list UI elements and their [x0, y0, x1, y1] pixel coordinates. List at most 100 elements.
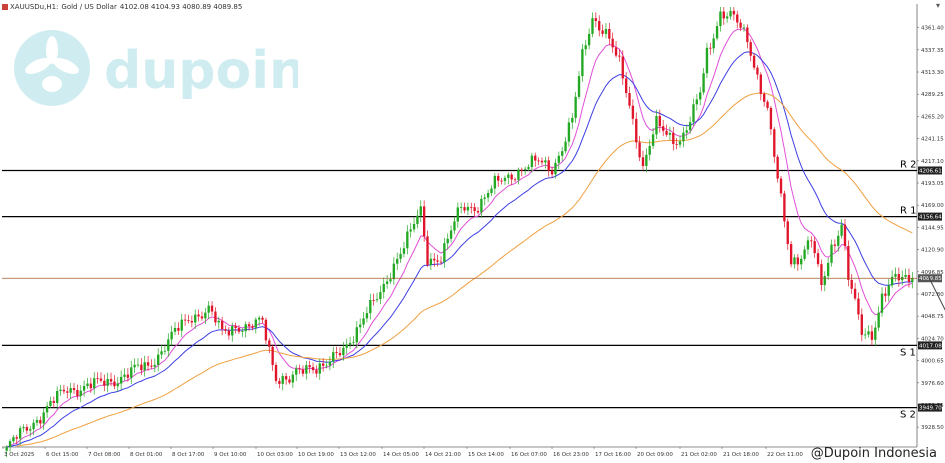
candle-body	[800, 258, 803, 265]
candle-body	[729, 10, 732, 17]
candle-body	[76, 390, 79, 397]
candle-body	[52, 400, 55, 403]
candle-body	[103, 380, 106, 386]
candle-body	[534, 155, 537, 161]
candle-body	[311, 367, 315, 371]
x-tick-label: 22 Oct 11:00	[767, 452, 803, 458]
candle-body	[177, 327, 180, 331]
candle-body	[668, 133, 672, 135]
candle-body	[362, 318, 365, 325]
candle-body	[258, 317, 261, 320]
candle-body	[864, 334, 867, 336]
candle-body	[480, 198, 483, 213]
candle-body	[352, 342, 355, 344]
candle-body	[476, 211, 480, 213]
candle-body	[288, 379, 291, 383]
candle-body	[473, 207, 476, 212]
candle-body	[143, 362, 146, 371]
candle-body	[291, 374, 295, 383]
candle-body	[79, 390, 82, 397]
candle-body	[406, 231, 409, 249]
candle-body	[369, 300, 372, 314]
candle-body	[119, 376, 123, 384]
candle-body	[823, 276, 826, 286]
x-tick-label: 16 Oct 07:00	[511, 452, 547, 458]
candle-body	[140, 364, 143, 371]
candle-body	[517, 169, 520, 180]
candle-body	[773, 129, 776, 157]
candle-body	[375, 299, 379, 301]
chart-menu-icon[interactable]: ▾	[935, 1, 940, 10]
level-price-tag-text: 4017.08	[919, 343, 942, 349]
y-tick-label: 4217.10	[921, 159, 944, 165]
x-tick-label: 9 Oct 10:00	[214, 452, 247, 458]
candle-body	[409, 229, 412, 232]
candle-body	[746, 27, 749, 43]
candle-body	[789, 244, 793, 265]
candle-body	[271, 346, 274, 365]
candle-body	[62, 389, 66, 392]
x-tick-label: 14 Oct 21:00	[425, 452, 461, 458]
x-tick-label: 8 Oct 01:00	[130, 452, 163, 458]
candle-body	[392, 263, 396, 280]
candle-body	[298, 368, 301, 370]
candle-body	[523, 168, 527, 170]
candle-body	[756, 67, 759, 75]
y-tick-label: 4144.95	[921, 225, 944, 231]
candle-body	[739, 22, 742, 28]
candle-body	[820, 264, 823, 286]
candle-body	[853, 288, 857, 299]
candle-body	[136, 364, 140, 366]
candle-body	[45, 405, 49, 413]
candle-body	[301, 369, 305, 374]
candle-body	[210, 305, 214, 312]
candle-body	[550, 170, 554, 175]
candle-body	[857, 298, 860, 315]
candle-body	[692, 104, 695, 123]
candle-body	[35, 420, 39, 423]
current-price-tag-text: 4089.85	[919, 276, 942, 282]
candle-body	[695, 99, 699, 105]
candle-body	[416, 215, 419, 224]
chart-header: XAUUSDu,H1: Gold / US Dollar 4102.08 410…	[2, 1, 245, 13]
candle-body	[561, 151, 564, 156]
candle-body	[106, 378, 109, 386]
candle-body	[493, 175, 497, 189]
candle-body	[665, 130, 668, 135]
candle-body	[460, 207, 463, 208]
candle-body	[466, 206, 470, 211]
candle-body	[295, 368, 298, 375]
candle-body	[99, 378, 103, 381]
candle-body	[173, 327, 177, 332]
candle-body	[194, 314, 197, 323]
candle-body	[207, 305, 210, 313]
ohlc-values: 4102.08 4104.93 4080.89 4089.85	[119, 3, 243, 11]
candle-body	[486, 193, 490, 198]
candle-body	[662, 126, 665, 131]
candle-body	[699, 92, 702, 100]
candle-body	[655, 116, 658, 135]
y-tick-label: 4024.70	[921, 336, 944, 342]
y-tick-label: 3976.60	[921, 381, 944, 387]
candle-body	[884, 293, 887, 296]
y-tick-label: 4096.85	[921, 270, 944, 276]
candle-body	[688, 122, 692, 131]
candle-body	[769, 107, 773, 130]
candle-body	[32, 422, 35, 430]
candle-body	[167, 339, 170, 351]
candle-body	[678, 141, 682, 145]
candle-body	[429, 258, 433, 265]
x-tick-label: 13 Oct 12:00	[340, 452, 376, 458]
candle-body	[786, 221, 789, 245]
candle-body	[163, 350, 167, 352]
candle-body	[507, 174, 510, 178]
candle-body	[742, 27, 746, 29]
y-tick-label: 4265.20	[921, 114, 944, 120]
candle-body	[190, 321, 194, 323]
candle-body	[180, 319, 183, 331]
candle-body	[29, 429, 32, 431]
candle-body	[214, 311, 217, 323]
level-price-tag-text: 3949.70	[919, 406, 942, 412]
